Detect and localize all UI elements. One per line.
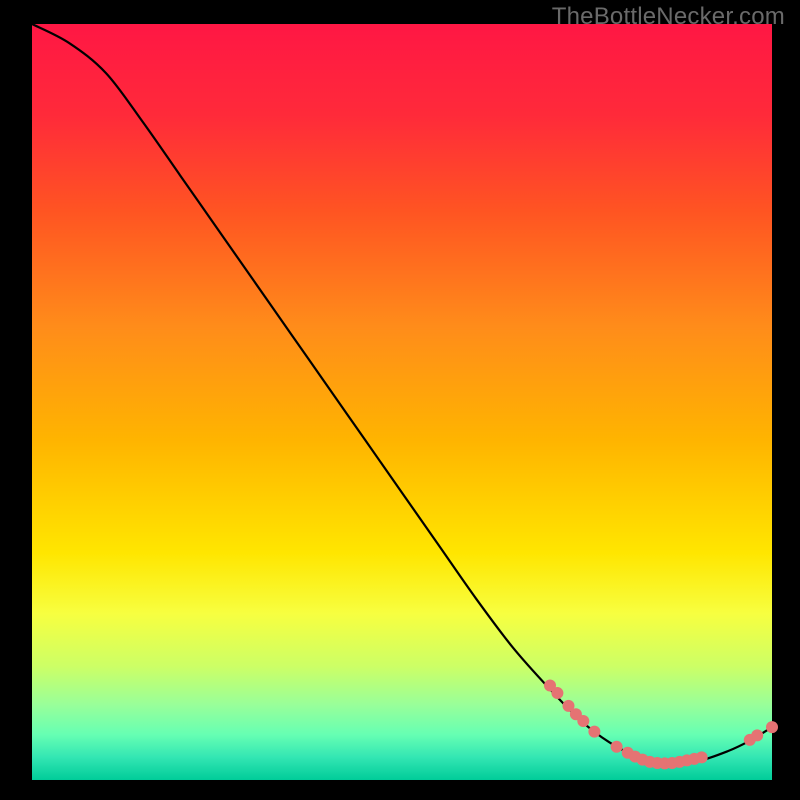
watermark-text: TheBottleNecker.com: [552, 3, 785, 31]
data-marker: [751, 729, 763, 741]
bottleneck-curve-chart: [0, 0, 800, 800]
data-marker: [551, 687, 563, 699]
data-marker: [611, 741, 623, 753]
data-marker: [766, 721, 778, 733]
data-marker: [588, 726, 600, 738]
data-marker: [696, 751, 708, 763]
gradient-background: [32, 24, 772, 780]
data-marker: [577, 715, 589, 727]
chart-frame: TheBottleNecker.com: [0, 0, 800, 800]
